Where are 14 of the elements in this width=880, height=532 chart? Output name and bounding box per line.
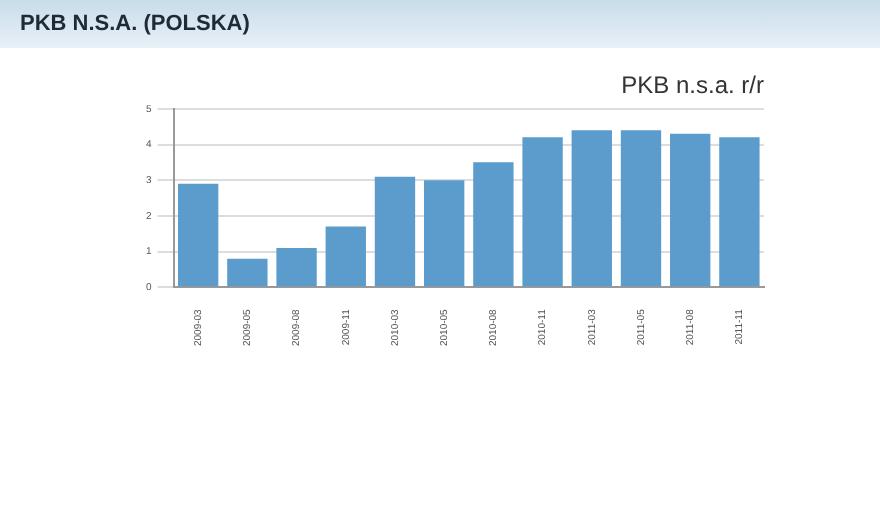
bar <box>719 137 760 287</box>
bar <box>473 162 514 287</box>
chart-subtitle: PKB n.s.a. r/r <box>621 71 764 100</box>
bar <box>670 133 711 287</box>
bar <box>424 180 465 287</box>
bar <box>374 176 416 287</box>
bar <box>227 258 268 287</box>
bar <box>325 226 366 287</box>
chart-title: PKB N.S.A. (POLSKA) <box>0 0 880 48</box>
bar <box>276 248 317 287</box>
bar <box>571 130 612 287</box>
bar <box>620 130 662 287</box>
bar <box>177 183 219 287</box>
bar <box>522 137 563 287</box>
